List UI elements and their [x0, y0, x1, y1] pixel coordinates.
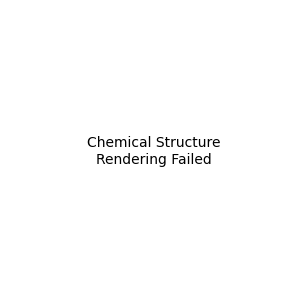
- Text: Chemical Structure
Rendering Failed: Chemical Structure Rendering Failed: [87, 136, 220, 166]
